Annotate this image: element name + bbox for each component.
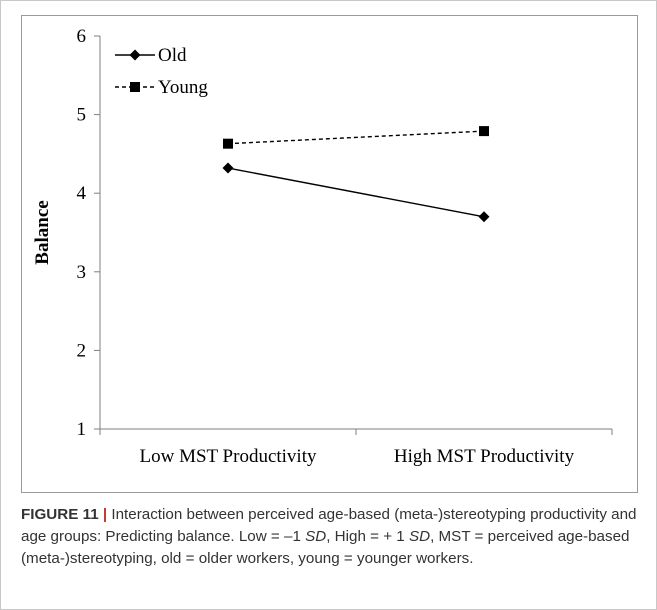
legend-label-old: Old: [158, 45, 187, 66]
figure-caption: FIGURE 11 | Interaction between perceive…: [21, 504, 641, 570]
y-axis-title: Balance: [32, 200, 53, 264]
line-chart: 1 2 3 4 5 6 Low MST Productivity High MST Produ…: [32, 26, 613, 467]
caption-separator: |: [102, 506, 108, 523]
y-tick-label: 5: [77, 105, 87, 126]
x-tick-label: High MST Productivity: [394, 446, 575, 467]
data-point-young: [479, 126, 489, 137]
data-point-old: [222, 162, 234, 174]
caption-segment: , High = + 1: [326, 528, 409, 545]
data-point-old: [478, 211, 490, 223]
series-line-old: [227, 167, 485, 218]
legend-marker-young: [130, 82, 140, 92]
caption-segment: SD: [408, 528, 431, 545]
y-tick-label: 1: [77, 419, 87, 440]
y-tick-label: 4: [77, 183, 87, 204]
legend-marker-old: [129, 49, 141, 61]
caption-body: Interaction between perceived age-based …: [21, 506, 636, 567]
y-tick-label: 3: [77, 262, 87, 283]
caption-segment: , MST = perceived age-based (meta-)stere…: [21, 528, 630, 567]
data-point-young: [223, 138, 233, 149]
figure-label: FIGURE 11: [21, 506, 99, 523]
y-tick-label: 6: [77, 26, 87, 47]
y-tick-label: 2: [77, 340, 87, 361]
chart-container: 1 2 3 4 5 6 Low MST Productivity High MST Produ…: [21, 15, 638, 493]
x-tick-label: Low MST Productivity: [140, 446, 317, 467]
series-line-young: [227, 130, 485, 145]
legend-label-young: Young: [158, 77, 208, 98]
caption-segment: Interaction between perceived age-based …: [21, 506, 637, 545]
caption-segment: SD: [305, 528, 327, 545]
